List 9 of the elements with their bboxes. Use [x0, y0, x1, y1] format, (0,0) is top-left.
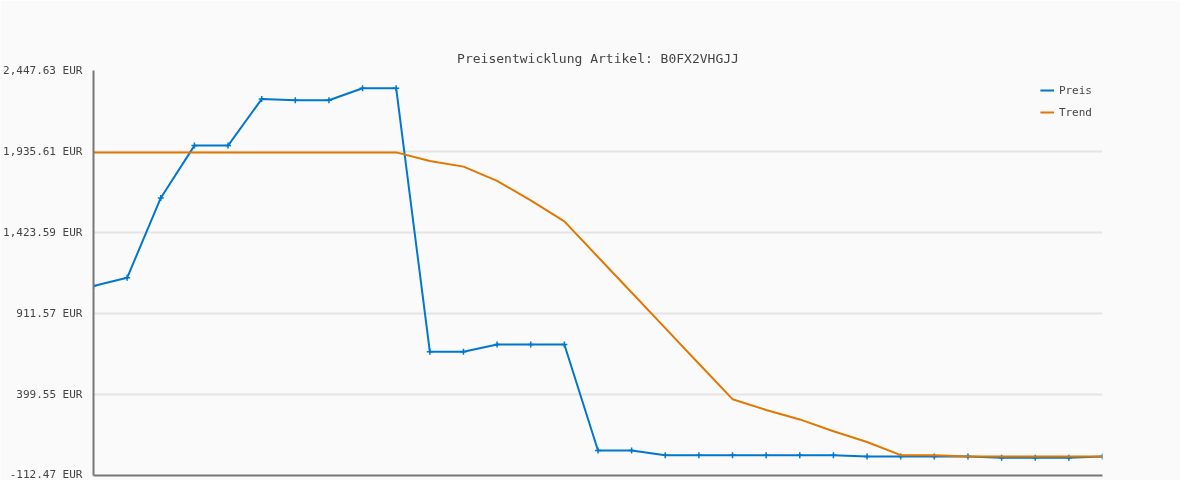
chart-title: Preisentwicklung Artikel: B0FX2VHGJJ [457, 50, 739, 66]
y-tick-label: 399.55 EUR [16, 388, 83, 401]
y-tick-label: 1,423.59 EUR [3, 226, 83, 239]
y-tick-label: -112.47 EUR [9, 467, 83, 481]
legend-label: Preis [1058, 83, 1092, 97]
y-tick-label: 2,447.63 EUR [3, 64, 83, 77]
y-tick-label: 911.57 EUR [16, 307, 83, 320]
y-tick-label: 1,935.61 EUR [3, 145, 83, 158]
legend-label: Trend [1058, 105, 1092, 119]
